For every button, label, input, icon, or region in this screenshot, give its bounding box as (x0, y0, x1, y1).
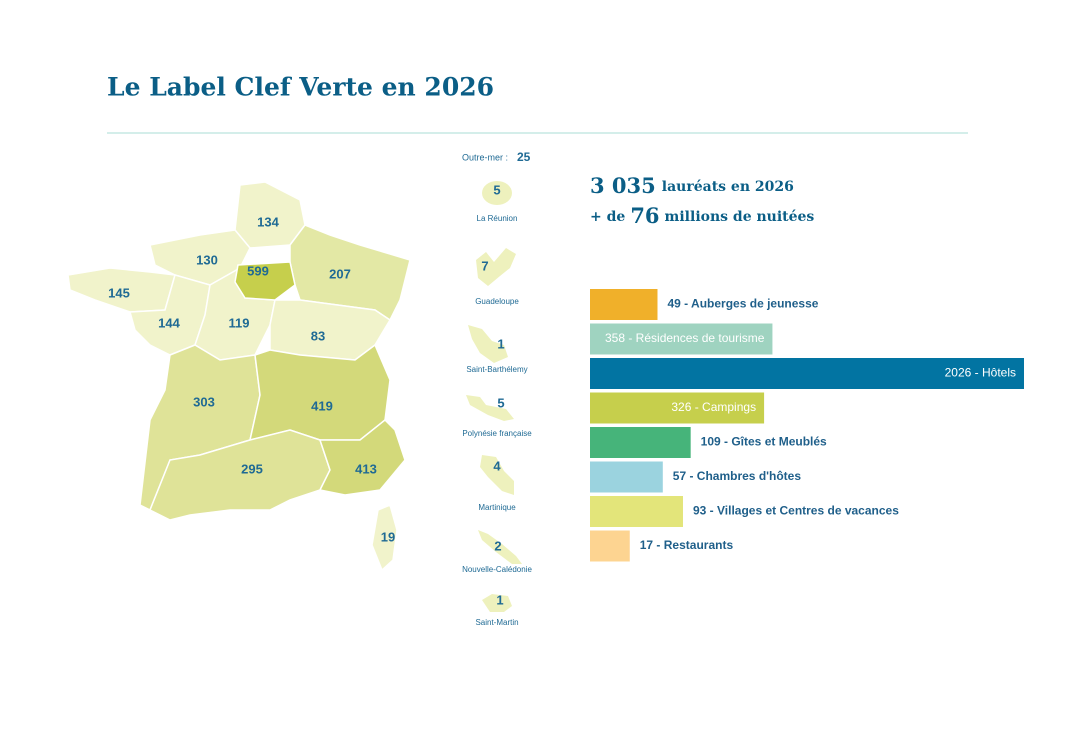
territory-value: 4 (493, 458, 501, 473)
territory-name: Nouvelle-Calédonie (462, 565, 532, 574)
overseas-total: 25 (517, 150, 531, 164)
region (318, 418, 406, 496)
region-value: 130 (196, 252, 218, 267)
bar (590, 530, 630, 562)
territory-shape (482, 594, 512, 612)
title: Le Label Clef Verte en 2026 (107, 73, 494, 102)
region-value: 599 (247, 263, 269, 278)
region-value: 303 (193, 394, 215, 409)
bar (590, 427, 691, 458)
territory-shape (480, 455, 514, 495)
region-value: 413 (355, 461, 377, 476)
bar-label: 326 - Campings (671, 400, 756, 414)
territory-name: Guadeloupe (475, 297, 519, 306)
territory-shape (468, 325, 508, 363)
territory-shape (476, 248, 516, 286)
stat-text: lauréats en 2026 (662, 179, 794, 195)
bar (590, 496, 683, 527)
territory-value: 2 (494, 538, 501, 553)
territory-value: 1 (496, 592, 503, 607)
stat-number: 3 035 (590, 173, 656, 198)
bar-label: 109 - Gîtes et Meublés (701, 435, 827, 449)
region-value: 145 (108, 285, 130, 300)
region (371, 503, 398, 572)
region-value: 419 (311, 398, 333, 413)
territory-name: Polynésie française (462, 429, 532, 438)
stat-number: 76 (630, 203, 659, 228)
region-value: 19 (381, 529, 395, 544)
stat-text: millions de nuitées (665, 209, 815, 225)
bar-label: 358 - Résidences de tourisme (605, 331, 765, 345)
bar-label: 17 - Restaurants (640, 538, 734, 552)
region-value: 134 (257, 214, 279, 229)
region-value: 144 (158, 315, 180, 330)
territory-value: 5 (493, 182, 500, 197)
region-value: 83 (311, 328, 325, 343)
bar (590, 323, 773, 355)
territory-value: 1 (497, 336, 504, 351)
territory-name: La Réunion (477, 214, 518, 223)
bar-label: 57 - Chambres d'hôtes (673, 469, 802, 483)
territory-shape (478, 530, 522, 564)
overseas-shapes (466, 181, 522, 612)
territory-shape (482, 181, 512, 205)
bar (590, 461, 663, 493)
overseas-label: Outre-mer : (462, 152, 508, 162)
territory-name: Saint-Barthélemy (466, 365, 527, 374)
bar (590, 392, 765, 424)
stat-laureates: 3 035 lauréats en 2026 (590, 173, 794, 198)
territory-shape (466, 395, 514, 421)
bar-label: 93 - Villages et Centres de vacances (693, 504, 899, 518)
region (249, 343, 391, 442)
bar (590, 289, 658, 320)
territory-name: Saint-Martin (475, 618, 518, 627)
bar-label: 2026 - Hôtels (945, 366, 1016, 380)
region-value: 207 (329, 266, 351, 281)
region-value: 295 (241, 461, 263, 476)
bar-label: 49 - Auberges de jeunesse (667, 297, 818, 311)
territory-value: 5 (497, 395, 504, 410)
bar (590, 358, 1024, 389)
stat-nights: + de 76 millions de nuitées (590, 203, 814, 228)
region (234, 261, 296, 301)
france-map (67, 181, 411, 572)
region-value: 119 (229, 315, 250, 330)
territory-name: Martinique (478, 503, 516, 512)
territory-value: 7 (481, 258, 488, 273)
stat-prefix: + de (590, 209, 625, 225)
